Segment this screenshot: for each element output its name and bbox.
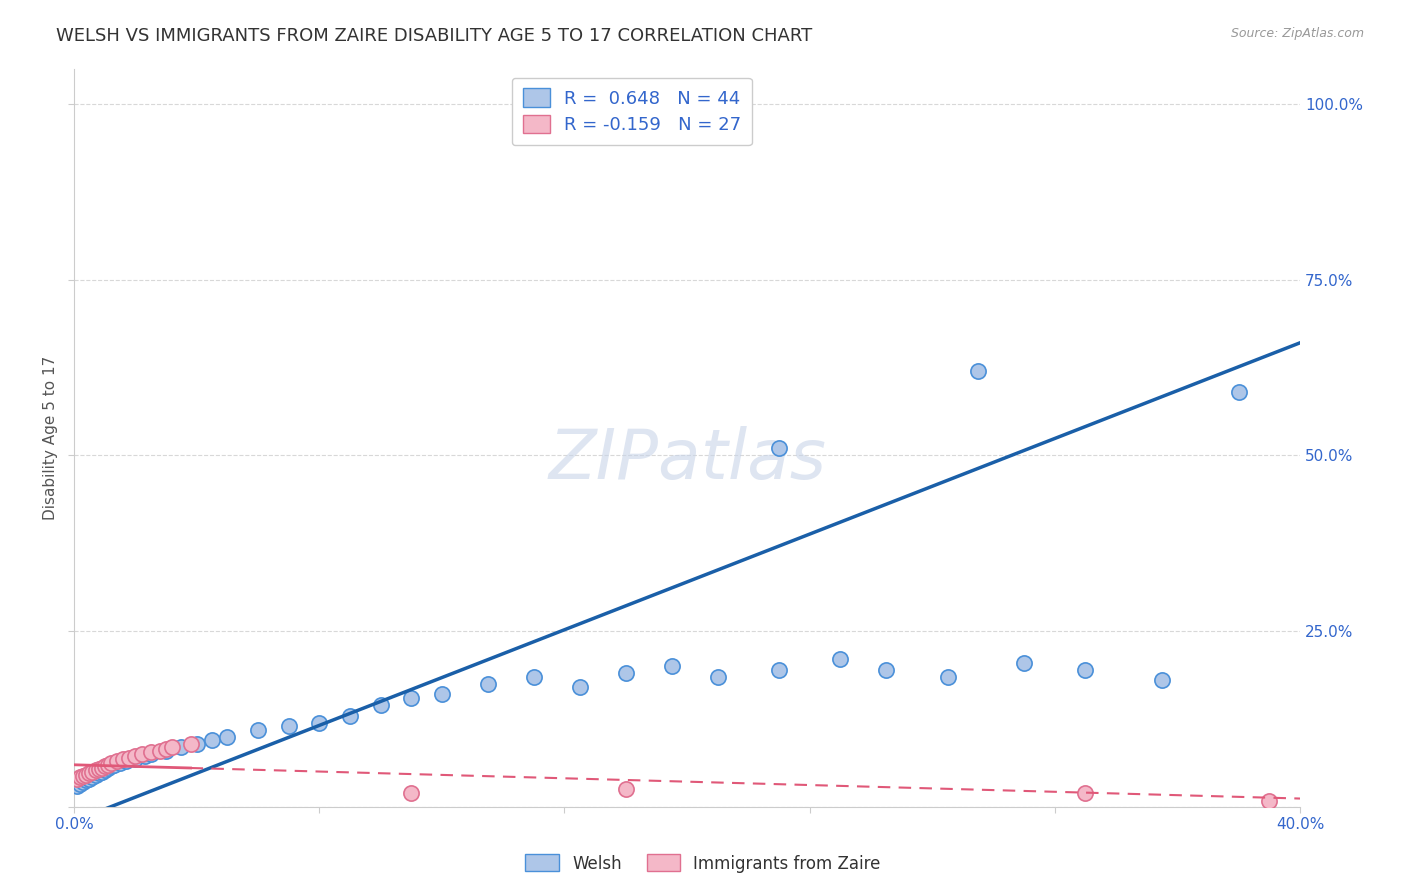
Point [661, 659, 683, 673]
Point [79, 766, 101, 780]
Point [936, 670, 959, 684]
Point [105, 754, 128, 768]
Point [75, 773, 97, 788]
Point [139, 745, 162, 759]
Point [149, 744, 172, 758]
Point [87, 766, 110, 780]
Point [115, 754, 138, 768]
Point [66, 779, 89, 793]
Point [614, 666, 637, 681]
Point [139, 747, 162, 762]
Point [87, 762, 110, 776]
Point [170, 740, 193, 755]
Point [1227, 385, 1250, 400]
Point [155, 742, 177, 756]
Point [69, 771, 91, 785]
Point [830, 652, 852, 666]
Point [768, 663, 790, 677]
Point [118, 750, 141, 764]
Point [66, 772, 89, 786]
Point [614, 782, 637, 797]
Point [72, 775, 94, 789]
Point [75, 767, 97, 781]
Point [97, 761, 120, 775]
Point [768, 442, 790, 456]
Point [186, 737, 208, 751]
Text: Source: ZipAtlas.com: Source: ZipAtlas.com [1230, 27, 1364, 40]
Point [108, 756, 131, 771]
Point [84, 764, 107, 778]
Point [523, 670, 546, 684]
Point [1152, 673, 1174, 688]
Point [430, 688, 453, 702]
Point [201, 733, 224, 747]
Point [568, 681, 591, 695]
Point [875, 663, 897, 677]
Point [134, 749, 156, 764]
Point [82, 764, 104, 779]
Point [72, 769, 94, 783]
Point [131, 747, 153, 762]
Point [100, 759, 122, 773]
Point [1012, 656, 1035, 670]
Point [246, 723, 269, 737]
Point [79, 772, 101, 786]
Point [93, 764, 115, 778]
Point [308, 715, 330, 730]
Point [706, 670, 728, 684]
Point [1074, 663, 1097, 677]
Point [1258, 794, 1281, 808]
Point [97, 757, 120, 772]
Point [100, 756, 122, 771]
Point [69, 777, 91, 791]
Point [82, 771, 104, 785]
Point [90, 764, 112, 779]
Y-axis label: Disability Age 5 to 17: Disability Age 5 to 17 [44, 356, 58, 520]
Legend: R =  0.648   N = 44, R = -0.159   N = 27: R = 0.648 N = 44, R = -0.159 N = 27 [512, 78, 752, 145]
Point [90, 761, 112, 775]
Point [84, 768, 107, 782]
Point [399, 786, 422, 800]
Text: WELSH VS IMMIGRANTS FROM ZAIRE DISABILITY AGE 5 TO 17 CORRELATION CHART: WELSH VS IMMIGRANTS FROM ZAIRE DISABILIT… [56, 27, 813, 45]
Point [370, 698, 392, 712]
Point [112, 752, 135, 766]
Point [277, 719, 299, 733]
Point [103, 757, 125, 772]
Point [339, 708, 361, 723]
Point [93, 759, 115, 773]
Point [217, 730, 239, 744]
Point [155, 744, 177, 758]
Point [124, 749, 146, 764]
Point [477, 677, 499, 691]
Text: ZIPatlas: ZIPatlas [548, 426, 827, 493]
Point [180, 737, 202, 751]
Point [399, 690, 422, 705]
Legend: Welsh, Immigrants from Zaire: Welsh, Immigrants from Zaire [519, 847, 887, 880]
Point [1074, 786, 1097, 800]
Point [124, 752, 146, 766]
Point [967, 364, 990, 378]
Point [160, 740, 183, 755]
